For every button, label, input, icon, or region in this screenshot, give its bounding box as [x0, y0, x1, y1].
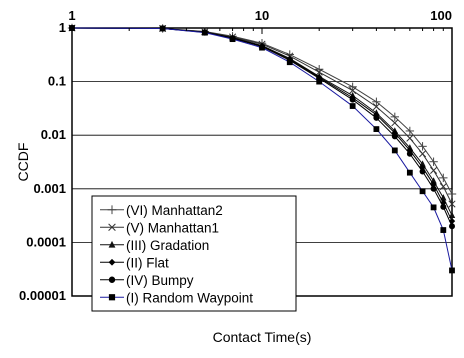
x-marker: [108, 223, 116, 232]
square-marker: [430, 204, 437, 211]
square-marker: [373, 126, 380, 132]
triangle-marker: [108, 240, 116, 248]
diamond-marker: [108, 258, 116, 266]
legend-label: (IV) Bumpy: [126, 273, 194, 288]
x-marker: [430, 166, 438, 174]
square-marker: [391, 147, 398, 154]
legend-label: (VI) Manhattan2: [126, 203, 223, 218]
plus-marker: [418, 142, 427, 151]
y-tick-label: 1: [59, 20, 66, 35]
y-tick-label: 0.0001: [26, 234, 66, 249]
square-marker: [229, 36, 236, 43]
circle-marker: [406, 150, 413, 157]
y-axis-title: CCDF: [15, 143, 31, 182]
series-layer: [67, 23, 457, 274]
circle-marker: [449, 223, 455, 230]
y-tick-label: 0.01: [41, 127, 66, 142]
x-marker: [439, 183, 447, 191]
triangle-marker: [448, 211, 456, 219]
plus-marker: [348, 82, 357, 91]
x-marker: [391, 119, 399, 127]
legend-item: (II) Flat: [100, 255, 169, 270]
plus-marker: [107, 205, 117, 215]
x-tick-label: 100: [430, 8, 452, 23]
legend-item: (IV) Bumpy: [100, 273, 194, 288]
plus-marker: [429, 157, 438, 166]
circle-marker: [419, 168, 426, 175]
plus-marker: [372, 97, 381, 106]
x-tick-label: 10: [255, 8, 269, 23]
plus-marker: [439, 173, 448, 183]
x-axis-ticks: 1 10 100: [68, 8, 452, 34]
x-tick-label: 1: [68, 8, 75, 23]
legend-item: (I) Random Waypoint: [100, 290, 253, 305]
x-marker: [315, 68, 323, 76]
circle-marker: [108, 276, 116, 283]
x-marker: [419, 150, 427, 158]
legend-item: (VI) Manhattan2: [100, 203, 223, 218]
circle-marker: [391, 133, 398, 140]
plus-marker: [405, 126, 415, 136]
x-marker: [372, 103, 380, 111]
square-marker: [201, 29, 208, 36]
square-marker: [406, 169, 413, 176]
legend: (VI) Manhattan2 (V) Manhattan1 (III) Grada…: [91, 195, 297, 312]
square-marker: [316, 78, 323, 85]
series-6: [69, 25, 455, 274]
plus-marker: [390, 112, 400, 122]
legend-box: [91, 195, 297, 312]
square-marker: [286, 59, 293, 66]
legend-label: (II) Flat: [126, 255, 169, 270]
x-marker: [349, 87, 357, 95]
x-axis-title: Contact Time(s): [213, 329, 312, 345]
legend-item: (III) Gradation: [100, 238, 209, 253]
y-tick-label: 0.1: [48, 74, 66, 89]
x-marker: [406, 134, 414, 142]
legend-label: (I) Random Waypoint: [126, 290, 253, 305]
square-marker: [449, 267, 455, 274]
square-marker: [349, 103, 356, 109]
legend-label: (III) Gradation: [126, 238, 209, 253]
square-marker: [259, 44, 265, 51]
legend-label: (V) Manhattan1: [126, 220, 219, 235]
circle-marker: [373, 114, 380, 121]
circle-marker: [440, 203, 447, 210]
x-marker: [448, 200, 456, 208]
square-marker: [419, 188, 426, 195]
plus-marker: [447, 189, 457, 199]
y-tick-label: 0.001: [33, 181, 66, 196]
circle-marker: [349, 96, 356, 103]
y-tick-label: 0.00001: [19, 288, 66, 303]
legend-item: (V) Manhattan1: [100, 220, 219, 235]
square-marker: [440, 227, 447, 233]
circle-marker: [430, 185, 437, 192]
square-marker: [108, 294, 116, 301]
y-axis-ticks: 1 0.1 0.01 0.001 0.0001 0.00001: [19, 20, 66, 303]
